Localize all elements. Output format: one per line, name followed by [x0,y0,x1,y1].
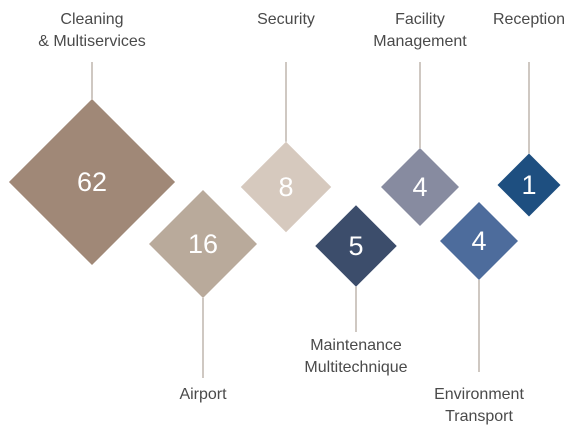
value-label: 5 [348,231,363,261]
category-label: Airport [179,386,227,403]
value-label: 4 [412,172,427,202]
category-label: Cleaning [60,11,123,28]
category-label: Transport [445,408,513,425]
diamond [497,153,561,217]
diamond [8,98,176,266]
value-label: 4 [471,226,486,256]
category-label: Management [373,33,467,50]
category-label: & Multiservices [38,33,146,50]
category-label: Maintenance [310,337,402,354]
category-label: Facility [395,11,445,28]
category-label: Reception [493,11,565,28]
category-label: Environment [434,386,524,403]
diamond [240,141,332,233]
value-label: 62 [77,167,107,197]
category-label: Security [257,11,315,28]
diamond [440,202,518,280]
value-label: 8 [278,172,293,202]
value-label: 1 [521,170,536,200]
value-label: 16 [188,229,218,259]
diamond [149,190,257,298]
category-label: Multitechnique [304,359,407,376]
diamond [315,205,397,287]
diamond [381,148,459,226]
